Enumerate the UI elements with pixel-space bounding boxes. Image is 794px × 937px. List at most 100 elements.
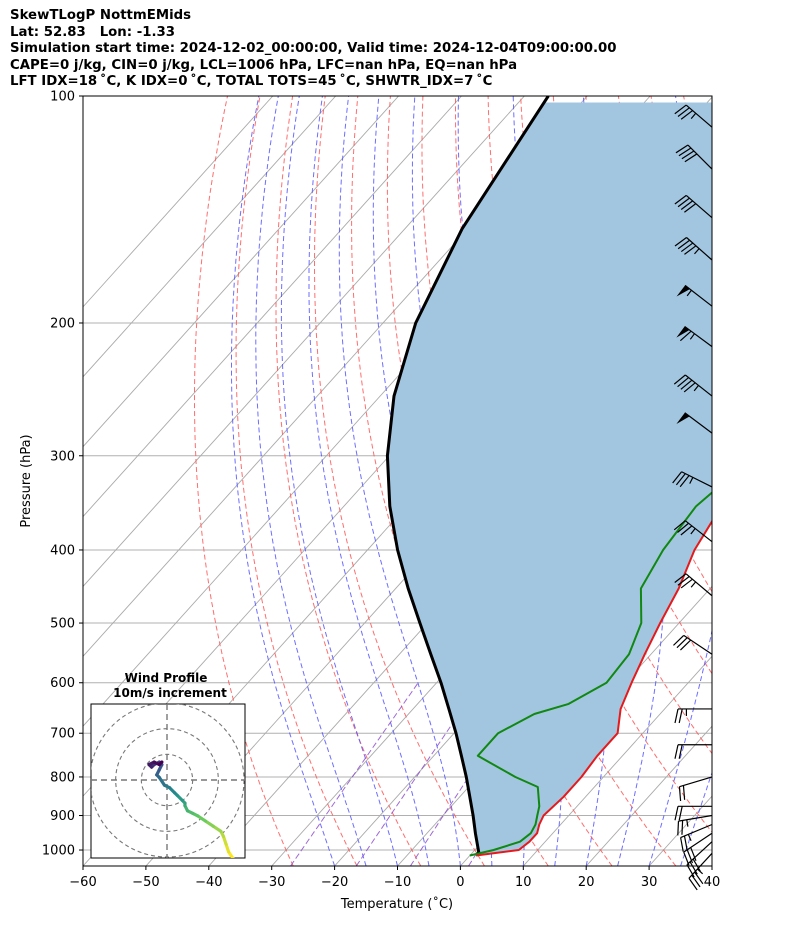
wind-barb-half-feather: [693, 385, 699, 392]
wind-barb-feather: [674, 237, 687, 247]
isotherm-line: [83, 96, 462, 518]
chart-title: SkewTLogP NottmEMids: [10, 8, 192, 23]
data-layer: [385, 96, 712, 857]
wind-barb: [674, 573, 713, 597]
wind-barb: [674, 744, 712, 759]
wind-barb-feather: [690, 847, 697, 861]
wind-barb-feather: [683, 382, 696, 393]
wind-barb-staff: [684, 412, 713, 434]
wind-barb-feather: [680, 242, 694, 253]
wind-barb-feather: [677, 197, 690, 208]
wind-barb-feather: [678, 806, 683, 821]
wind-barb-feather: [686, 849, 694, 864]
wind-barb-half-feather: [690, 581, 697, 588]
wind-barb: [676, 412, 713, 434]
wind-barb: [673, 634, 713, 655]
moist-adiabat: [680, 771, 712, 866]
wind-barb-feather: [683, 835, 688, 851]
wind-barb-feather: [673, 634, 685, 646]
wind-barb-half-feather: [690, 528, 696, 535]
dry-adiabat: [194, 96, 294, 866]
hodograph-title: Wind Profile: [125, 671, 208, 685]
wind-barb-flag: [676, 285, 690, 297]
wind-barb-flag: [676, 412, 690, 424]
wind-barb-feather: [677, 377, 689, 388]
wind-barb: [675, 144, 713, 170]
wind-barb-feather: [683, 851, 690, 866]
y-tick-label: 100: [50, 90, 75, 105]
wind-barb-staff: [685, 104, 713, 128]
wind-barb: [673, 374, 713, 397]
wind-barb-feather: [674, 573, 687, 583]
isotherm-line: [83, 96, 525, 588]
wind-barb-feather: [680, 525, 693, 536]
chart-title-block: SkewTLogP NottmEMids Lat: 52.83 Lon: -1.…: [10, 8, 617, 91]
wind-barb-feather: [678, 147, 692, 157]
dry-adiabat: [781, 96, 794, 866]
wind-barb: [676, 284, 713, 307]
wind-barb-staff: [679, 776, 713, 788]
wind-barb-feather: [674, 104, 687, 115]
wind-barb-feather: [673, 374, 686, 385]
wind-barb-staff: [684, 520, 713, 543]
hodograph-plot: [91, 704, 245, 858]
wind-barb-feather: [682, 785, 686, 800]
wind-barb-feather: [689, 861, 698, 875]
y-tick-label: 700: [50, 727, 75, 742]
x-tick-label: 0: [456, 875, 464, 890]
wind-barb-staff: [687, 144, 713, 170]
x-tick-label: −20: [321, 875, 348, 890]
y-axis-label: Pressure (hPa): [19, 434, 34, 527]
wind-barb-feather: [674, 806, 679, 821]
wind-barbs: [672, 104, 713, 891]
wind-barb-feather: [684, 153, 698, 163]
wind-barb-feather: [675, 144, 689, 154]
moist-adiabat: [255, 96, 367, 866]
hodograph-frame: [90, 703, 246, 859]
dry-adiabat: [235, 96, 358, 866]
wind-barb-feather: [674, 708, 679, 724]
moist-adiabat: [280, 96, 398, 866]
wind-barb-feather: [684, 245, 697, 255]
wind-barb-feather: [677, 576, 690, 586]
wind-barb-feather: [680, 837, 684, 852]
wind-barb-staff: [686, 841, 713, 866]
wind-barb-feather: [672, 471, 683, 484]
x-tick-label: 10: [515, 875, 532, 890]
wind-barb-feather: [677, 107, 690, 117]
wind-barb: [674, 805, 712, 821]
x-tick-label: 20: [578, 875, 595, 890]
wind-barb-feather: [686, 864, 695, 878]
moist-adiabat: [231, 96, 336, 866]
wind-barb-half-feather: [686, 819, 689, 827]
wind-barb-staff: [683, 832, 713, 853]
isotherm-line: [522, 655, 712, 866]
chart-indices-1: CAPE=0 j/kg, CIN=0 j/kg, LCL=1006 hPa, L…: [10, 57, 518, 73]
hodograph-trace-segment: [157, 760, 164, 767]
isotherm-line: [83, 96, 337, 378]
x-tick-label: −40: [195, 875, 222, 890]
wind-barb: [674, 708, 712, 724]
wind-barb: [674, 237, 713, 261]
wind-barb-feather: [680, 639, 692, 651]
dry-adiabat: [749, 96, 794, 866]
y-tick-label: 900: [50, 809, 75, 824]
dry-adiabat: [716, 96, 794, 866]
dewpoint-profile-line: [469, 491, 712, 857]
wind-barb-feather: [674, 194, 687, 205]
wind-barb-feather: [678, 786, 682, 802]
hodograph-subtitle: 10m/s increment: [113, 686, 227, 700]
wind-barb-staff: [681, 471, 713, 488]
cin-shaded-area: [387, 102, 712, 856]
y-tick-label: 500: [50, 617, 75, 632]
wind-barb-feather: [681, 150, 695, 160]
chart-location: Lat: 52.83 Lon: -1.33: [10, 24, 176, 40]
wind-barb-half-feather: [689, 477, 694, 484]
dry-adiabat: [314, 96, 485, 866]
temperature-profile-line: [475, 519, 712, 857]
wind-barb-staff: [685, 194, 713, 219]
wind-barb-feather: [677, 821, 680, 836]
wind-barb-feather: [680, 200, 694, 211]
y-tick-label: 400: [50, 543, 75, 558]
